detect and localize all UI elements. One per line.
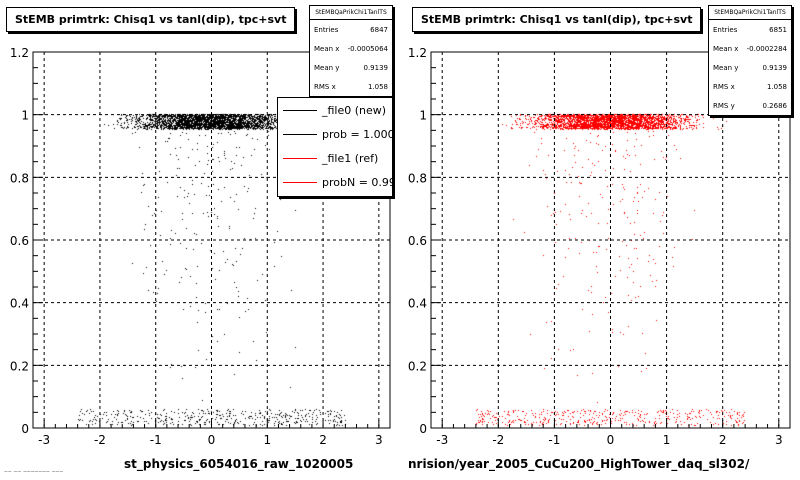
x-tick-label: 3: [375, 433, 383, 447]
stats-value: 0.2686: [762, 102, 788, 110]
stats-label: RMS y: [713, 102, 735, 110]
stats-label: Mean y: [314, 64, 340, 72]
y-tick-label: 0.4: [408, 297, 427, 311]
stats-value: 6851: [769, 26, 787, 34]
y-tick-label: 0.8: [408, 171, 427, 185]
left-xaxis-label: st_physics_6054016_raw_1020005: [124, 457, 354, 471]
y-tick-label: 1.2: [408, 46, 427, 60]
x-tick-label: -3: [436, 433, 448, 447]
x-tick-label: 0: [208, 433, 216, 447]
legend-label: probN = 0.999621: [322, 175, 392, 189]
x-tick-label: 3: [775, 433, 783, 447]
stats-row: RMS y 0.2686: [709, 96, 791, 115]
y-tick-label: 0: [419, 422, 427, 436]
stats-value: 0.9139: [363, 64, 389, 72]
legend-entry: prob = 1.000000: [278, 122, 392, 146]
left-plot-title: StEMB primtrk: Chisq1 vs tanl(dip), tpc+…: [6, 7, 296, 32]
legend-swatch: [283, 157, 317, 159]
y-tick-label: 1: [21, 109, 29, 123]
legend-swatch: [283, 109, 317, 111]
stats-value: 1.058: [766, 83, 787, 91]
x-tick-label: 0: [607, 433, 615, 447]
y-tick-label: 0: [21, 422, 29, 436]
y-tick-label: 0.2: [10, 359, 29, 373]
legend-label: prob = 1.000000: [322, 127, 392, 141]
stats-value: 0.9139: [762, 64, 788, 72]
legend-label: _file1 (ref): [322, 151, 379, 165]
x-tick-label: -2: [492, 433, 504, 447]
footer-text: ‒‒ ‒‒ ‒‒‒‒‒‒‒ ‒‒‒: [4, 468, 64, 475]
left-stats-header: StEMBQaPrikChi1TanlTS: [310, 6, 392, 20]
right-stats-header: StEMBQaPrikChi1TanlTS: [709, 6, 791, 20]
stats-row: Entries 6851: [709, 20, 791, 39]
stats-value: 1.058: [367, 83, 388, 91]
stats-row: Entries 6847: [310, 20, 392, 39]
stats-label: Mean x: [713, 45, 739, 53]
x-tick-label: 2: [719, 433, 727, 447]
stats-label: Mean x: [314, 45, 340, 53]
legend-entry: _file0 (new): [278, 98, 392, 122]
stats-row: RMS x 1.058: [310, 77, 392, 96]
stats-row: Mean x -0.0005064: [310, 39, 392, 58]
x-tick-label: -3: [38, 433, 50, 447]
stats-value: -0.0002284: [746, 45, 787, 53]
legend-swatch: [283, 181, 317, 183]
stats-row: Mean y 0.9139: [310, 58, 392, 77]
left-stats-box: StEMBQaPrikChi1TanlTS Entries 6847 Mean x-…: [309, 5, 393, 97]
x-tick-label: 1: [263, 433, 271, 447]
legend-swatch: [283, 133, 317, 135]
x-tick-label: -1: [548, 433, 560, 447]
stats-label: RMS x: [314, 83, 336, 91]
y-tick-label: 1: [419, 109, 427, 123]
right-stats-box: StEMBQaPrikChi1TanlTS Entries 6851 Mean x-…: [708, 5, 792, 116]
stats-label: Entries: [713, 26, 738, 34]
stats-row: Mean x -0.0002284: [709, 39, 791, 58]
x-tick-label: 2: [319, 433, 327, 447]
y-tick-label: 0.8: [10, 171, 29, 185]
legend-label: _file0 (new): [322, 103, 387, 117]
y-tick-label: 0.4: [10, 297, 29, 311]
stats-row: Mean y 0.9139: [709, 58, 791, 77]
y-tick-label: 0.2: [408, 359, 427, 373]
stats-row: RMS x 1.058: [709, 77, 791, 96]
stats-value: 6847: [370, 26, 388, 34]
stats-label: RMS x: [713, 83, 735, 91]
x-tick-label: -1: [150, 433, 162, 447]
right-plot-title: StEMB primtrk: Chisq1 vs tanl(dip), tpc+…: [412, 7, 702, 32]
legend-entry: probN = 0.999621: [278, 170, 392, 194]
stats-value: -0.0005064: [347, 45, 388, 53]
y-tick-label: 0.6: [10, 234, 29, 248]
stats-label: Mean y: [713, 64, 739, 72]
x-tick-label: -2: [94, 433, 106, 447]
x-tick-label: 1: [663, 433, 671, 447]
left-legend: _file0 (new) prob = 1.000000 _file1 (ref) p…: [277, 97, 393, 197]
legend-entry: _file1 (ref): [278, 146, 392, 170]
right-xaxis-label: nrision/year_2005_CuCu200_HighTower_daq_…: [408, 457, 750, 471]
y-tick-label: 1.2: [10, 46, 29, 60]
stats-label: Entries: [314, 26, 339, 34]
y-tick-label: 0.6: [408, 234, 427, 248]
